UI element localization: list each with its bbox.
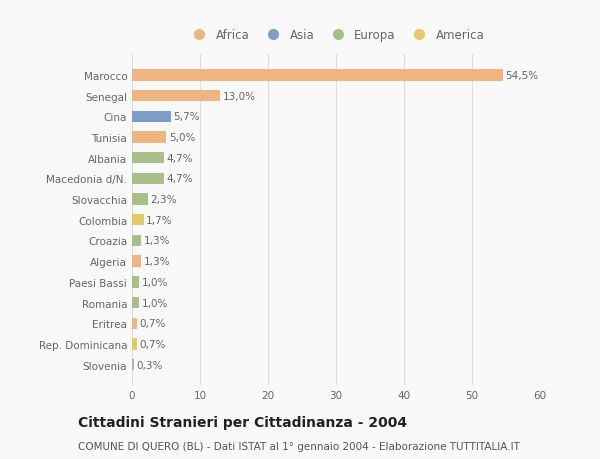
Text: 5,0%: 5,0% xyxy=(169,133,195,143)
Text: Cittadini Stranieri per Cittadinanza - 2004: Cittadini Stranieri per Cittadinanza - 2… xyxy=(78,415,407,429)
Text: 1,0%: 1,0% xyxy=(142,277,168,287)
Text: 1,0%: 1,0% xyxy=(142,298,168,308)
Bar xyxy=(132,256,141,267)
Text: 1,3%: 1,3% xyxy=(143,236,170,246)
Text: COMUNE DI QUERO (BL) - Dati ISTAT al 1° gennaio 2004 - Elaborazione TUTTITALIA.I: COMUNE DI QUERO (BL) - Dati ISTAT al 1° … xyxy=(78,441,520,451)
Legend: Africa, Asia, Europa, America: Africa, Asia, Europa, America xyxy=(182,25,490,47)
Bar xyxy=(132,153,164,164)
Bar xyxy=(132,235,141,246)
Text: 0,7%: 0,7% xyxy=(139,339,166,349)
Text: 4,7%: 4,7% xyxy=(167,174,193,184)
Bar xyxy=(132,70,503,81)
Text: 4,7%: 4,7% xyxy=(167,153,193,163)
Text: 1,7%: 1,7% xyxy=(146,215,173,225)
Bar xyxy=(132,277,139,288)
Text: 54,5%: 54,5% xyxy=(505,71,538,81)
Bar xyxy=(132,112,171,123)
Bar xyxy=(132,91,220,102)
Bar xyxy=(132,297,139,308)
Text: 0,3%: 0,3% xyxy=(137,360,163,370)
Text: 13,0%: 13,0% xyxy=(223,91,256,101)
Text: 2,3%: 2,3% xyxy=(151,195,177,205)
Bar xyxy=(132,132,166,143)
Text: 5,7%: 5,7% xyxy=(173,112,200,122)
Text: 1,3%: 1,3% xyxy=(143,257,170,267)
Bar xyxy=(132,359,134,370)
Bar xyxy=(132,215,143,226)
Text: 0,7%: 0,7% xyxy=(139,319,166,329)
Bar xyxy=(132,194,148,205)
Bar xyxy=(132,318,137,329)
Bar xyxy=(132,339,137,350)
Bar xyxy=(132,174,164,185)
